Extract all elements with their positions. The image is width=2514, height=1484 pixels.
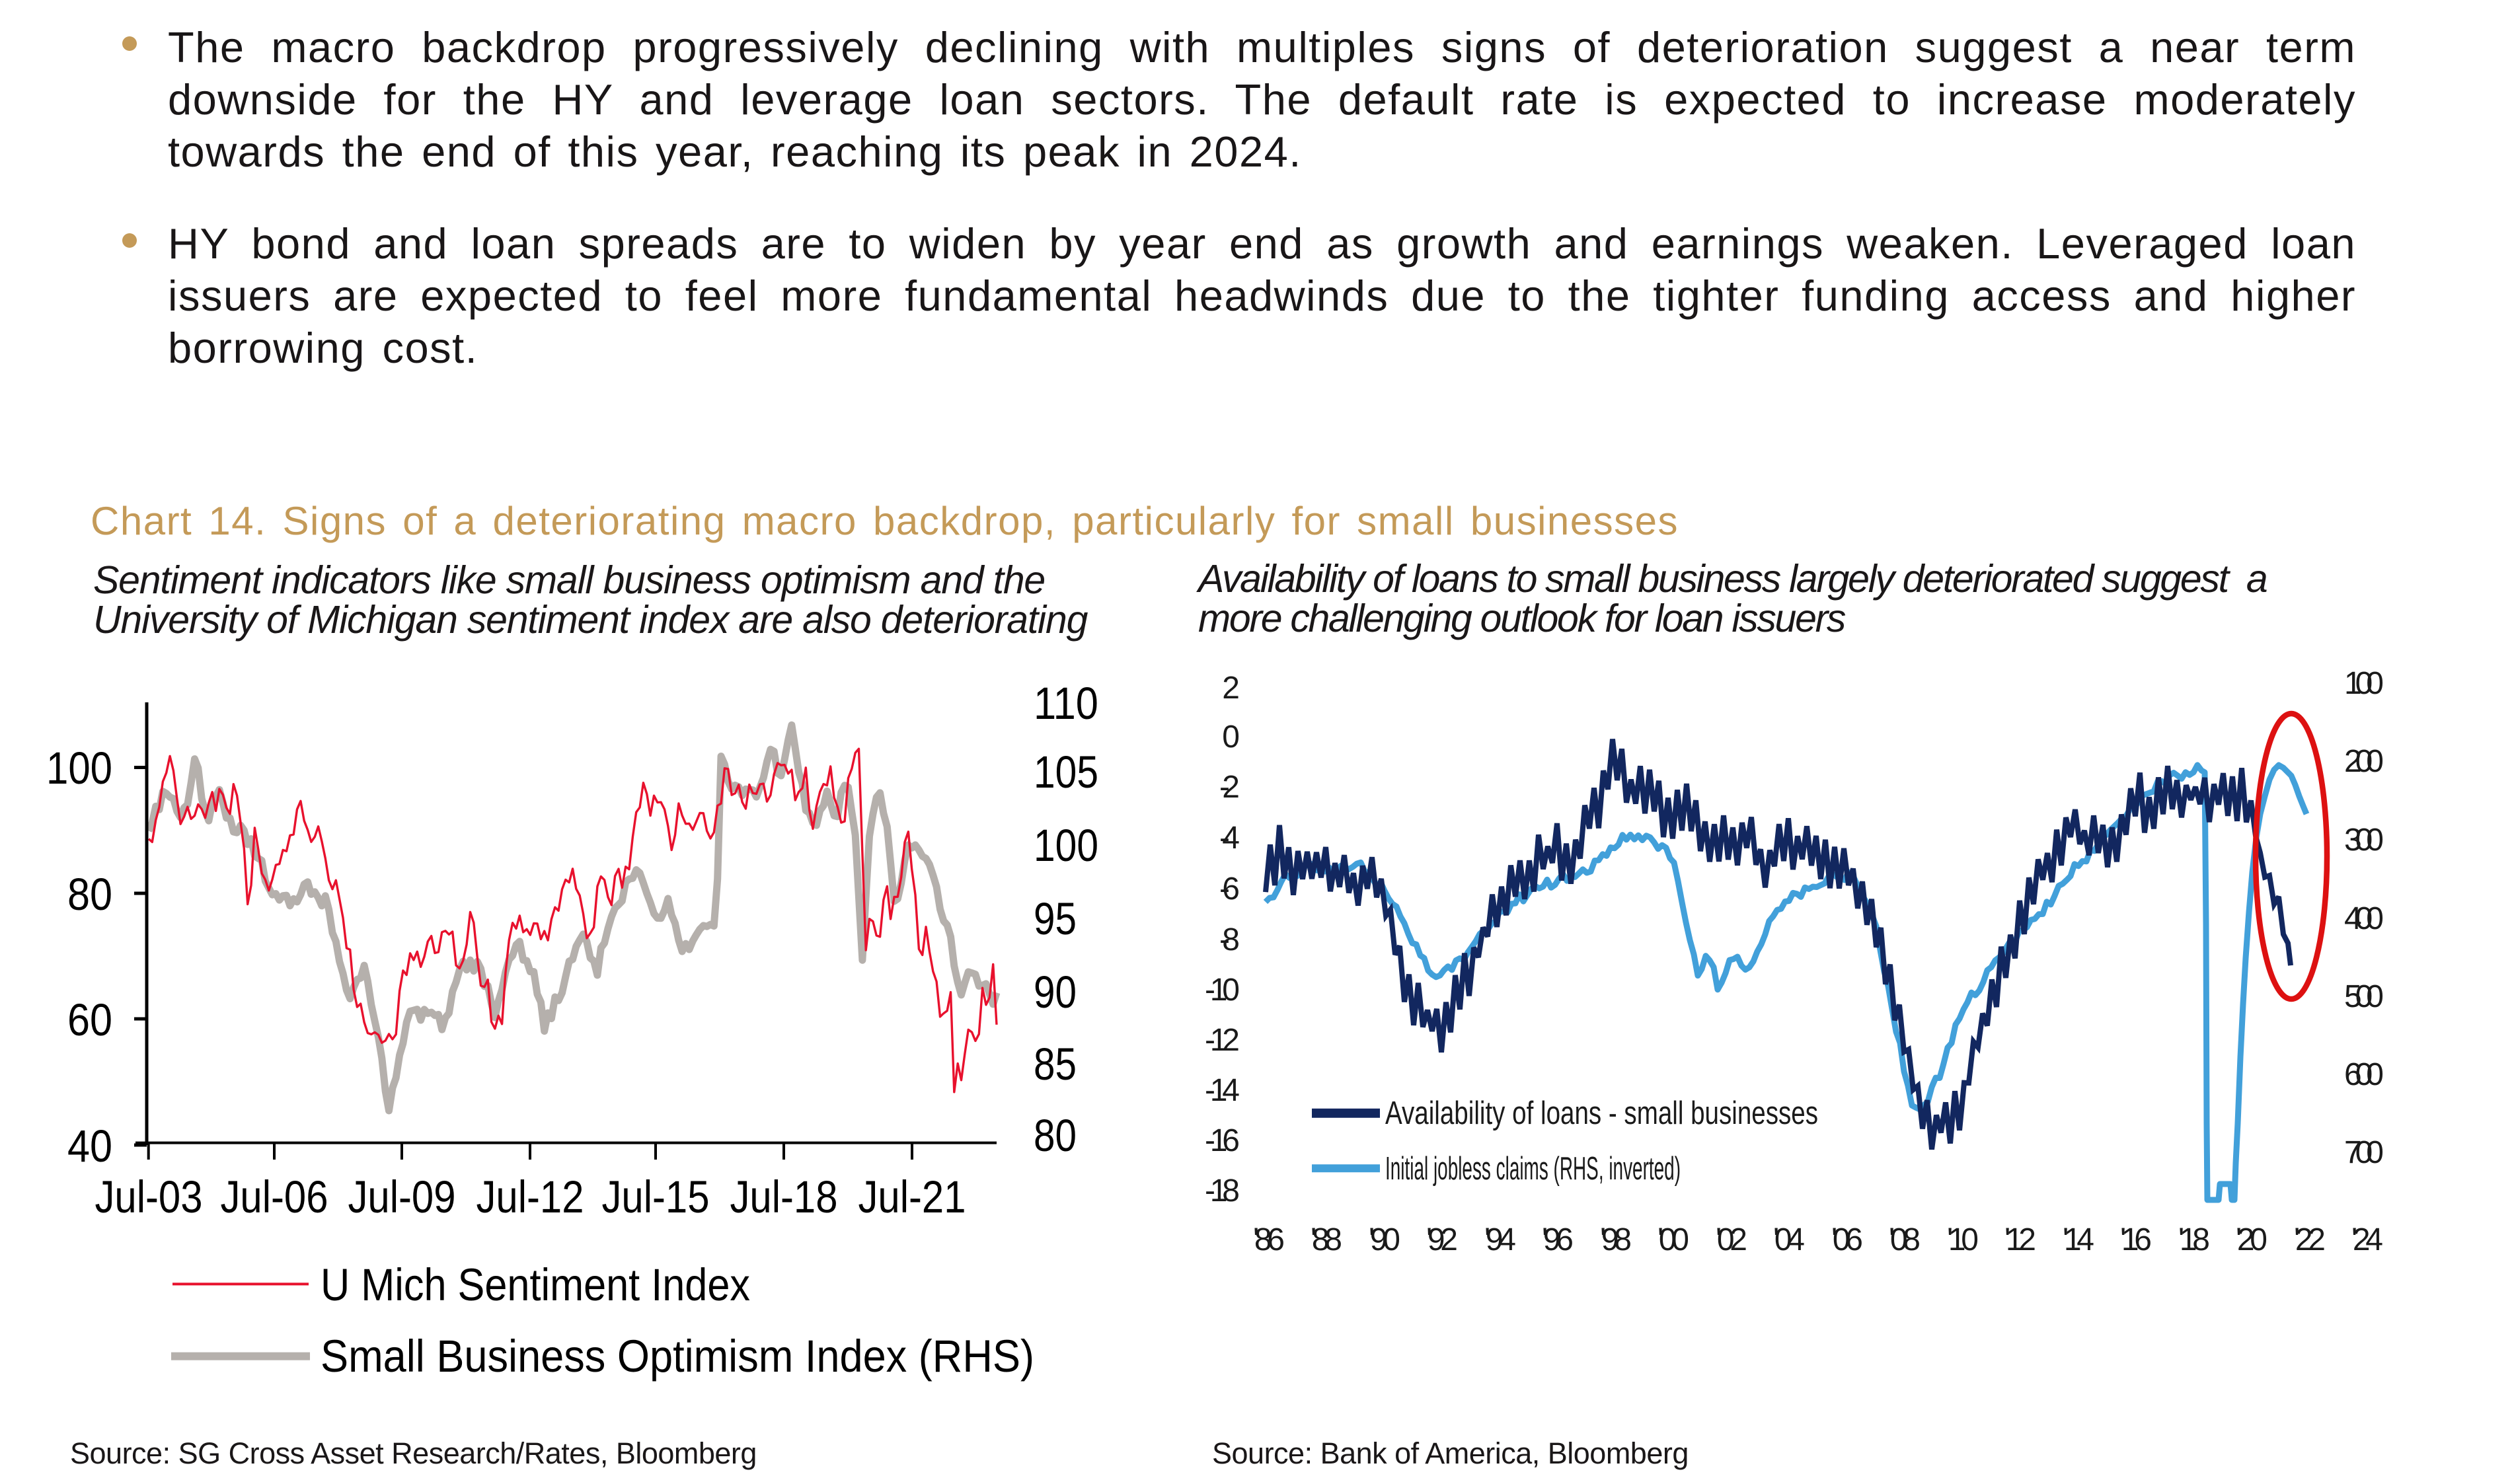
- svg-text:Jul-18: Jul-18: [730, 1171, 838, 1222]
- svg-text:'12: '12: [2004, 1222, 2036, 1257]
- svg-text:'86: '86: [1253, 1222, 1285, 1257]
- svg-text:2: 2: [1222, 671, 1240, 706]
- svg-text:-10: -10: [1205, 973, 1240, 1008]
- svg-text:'92: '92: [1426, 1222, 1458, 1257]
- svg-text:600: 600: [2344, 1057, 2384, 1092]
- svg-text:'04: '04: [1773, 1222, 1805, 1257]
- svg-text:95: 95: [1034, 893, 1077, 944]
- svg-text:U Mich Sentiment Index: U Mich Sentiment Index: [321, 1259, 750, 1310]
- svg-text:-6: -6: [1219, 872, 1240, 907]
- svg-text:Small Business Optimism Index: Small Business Optimism Index (RHS): [321, 1331, 1034, 1382]
- svg-text:-14: -14: [1205, 1073, 1240, 1108]
- svg-text:100: 100: [1034, 820, 1098, 871]
- svg-text:400: 400: [2344, 901, 2384, 936]
- svg-text:'98: '98: [1600, 1222, 1632, 1257]
- svg-text:60: 60: [67, 994, 112, 1045]
- svg-text:'20: '20: [2236, 1222, 2267, 1257]
- svg-text:Jul-15: Jul-15: [602, 1171, 710, 1222]
- svg-text:-8: -8: [1219, 922, 1240, 957]
- svg-text:Jul-21: Jul-21: [858, 1171, 966, 1222]
- svg-text:85: 85: [1034, 1039, 1077, 1090]
- svg-text:-16: -16: [1205, 1123, 1240, 1158]
- svg-text:'18: '18: [2178, 1222, 2210, 1257]
- svg-text:-2: -2: [1219, 770, 1240, 805]
- svg-text:'14: '14: [2063, 1222, 2094, 1257]
- svg-text:200: 200: [2344, 744, 2384, 779]
- svg-text:100: 100: [2344, 666, 2384, 701]
- svg-text:105: 105: [1034, 747, 1098, 798]
- svg-text:'94: '94: [1484, 1222, 1516, 1257]
- svg-text:'08: '08: [1889, 1222, 1921, 1257]
- svg-text:700: 700: [2344, 1135, 2384, 1170]
- svg-text:100: 100: [46, 743, 112, 794]
- svg-text:Jul-09: Jul-09: [348, 1171, 456, 1222]
- svg-text:'22: '22: [2294, 1222, 2326, 1257]
- svg-text:'90: '90: [1369, 1222, 1400, 1257]
- svg-text:500: 500: [2344, 979, 2384, 1014]
- svg-text:'96: '96: [1542, 1222, 1574, 1257]
- svg-text:90: 90: [1034, 967, 1077, 1018]
- svg-text:-18: -18: [1205, 1173, 1240, 1208]
- svg-text:Initial jobless claims (RHS, i: Initial jobless claims (RHS, inverted): [1385, 1151, 1681, 1187]
- svg-text:'10: '10: [1947, 1222, 1979, 1257]
- svg-text:0: 0: [1222, 720, 1240, 755]
- svg-text:'24: '24: [2351, 1222, 2383, 1257]
- svg-text:-4: -4: [1219, 821, 1240, 856]
- svg-text:80: 80: [1034, 1110, 1077, 1161]
- svg-text:Availability of loans - small: Availability of loans - small businesses: [1385, 1095, 1818, 1131]
- svg-text:'88: '88: [1311, 1222, 1342, 1257]
- svg-text:Jul-06: Jul-06: [221, 1171, 328, 1222]
- svg-text:Jul-03: Jul-03: [95, 1171, 203, 1222]
- svg-text:'06: '06: [1831, 1222, 1863, 1257]
- svg-text:80: 80: [67, 869, 112, 920]
- svg-text:300: 300: [2344, 823, 2384, 858]
- svg-text:'00: '00: [1657, 1222, 1689, 1257]
- svg-text:'02: '02: [1716, 1222, 1747, 1257]
- svg-text:'16: '16: [2120, 1222, 2152, 1257]
- svg-text:40: 40: [67, 1121, 112, 1171]
- svg-text:110: 110: [1034, 678, 1098, 729]
- svg-text:-12: -12: [1205, 1023, 1240, 1058]
- svg-text:Jul-12: Jul-12: [476, 1171, 584, 1222]
